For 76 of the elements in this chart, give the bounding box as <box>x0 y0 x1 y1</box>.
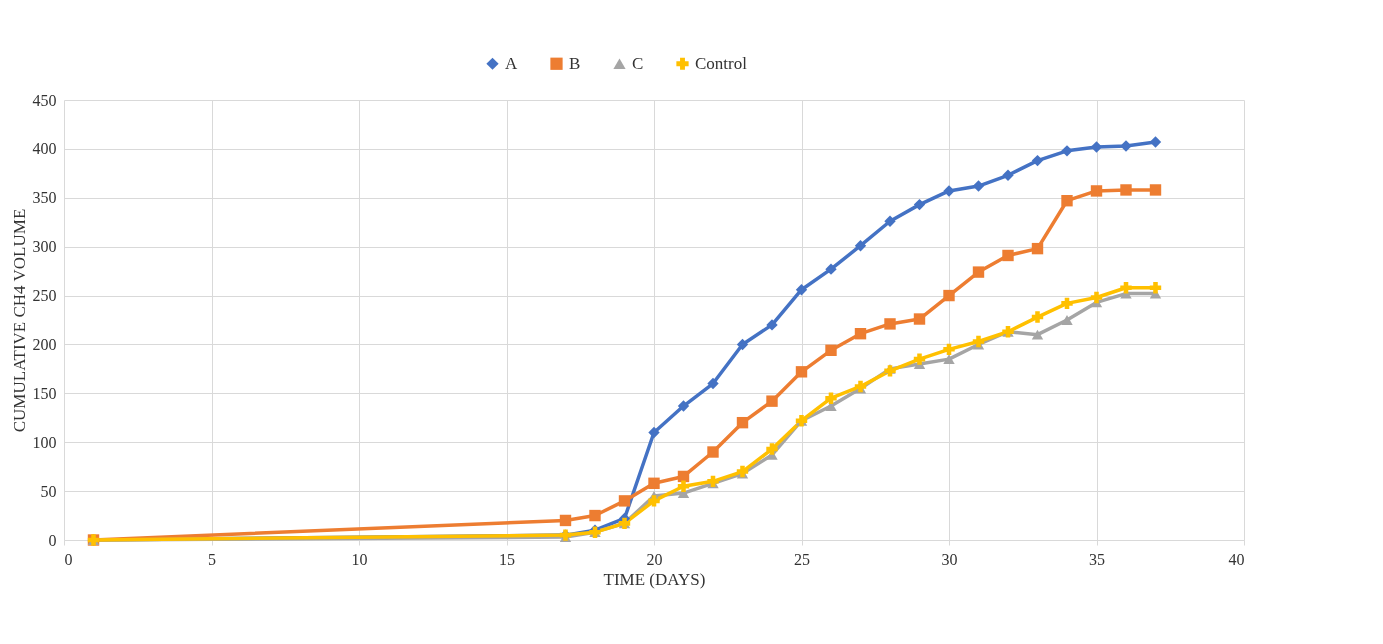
point <box>736 338 749 351</box>
x-tick-label: 25 <box>794 550 810 568</box>
y-tick-label: 0 <box>48 531 57 549</box>
x-tick-label: 30 <box>941 550 958 568</box>
point <box>972 266 985 278</box>
y-tick-label: 350 <box>32 189 57 207</box>
legend-label: Control <box>695 53 748 73</box>
point <box>913 353 926 365</box>
point <box>618 495 631 507</box>
point <box>795 366 808 378</box>
x-tick-label: 35 <box>1089 550 1105 568</box>
point <box>1090 291 1103 304</box>
y-tick-label: 200 <box>32 335 57 353</box>
point <box>736 416 749 429</box>
y-tick-label: 400 <box>32 140 57 158</box>
point <box>1061 315 1073 325</box>
y-tick-label: 450 <box>32 91 57 109</box>
point <box>943 185 955 197</box>
point <box>648 495 660 507</box>
point <box>648 426 660 439</box>
x-tick-label: 15 <box>499 550 515 568</box>
point <box>1149 282 1162 294</box>
point <box>854 327 867 340</box>
legend-label: B <box>569 53 581 73</box>
point <box>854 239 867 252</box>
legend-label: C <box>632 53 644 73</box>
x-tick-label: 10 <box>351 550 368 568</box>
point <box>1061 297 1073 310</box>
point <box>1002 249 1014 262</box>
point <box>884 318 896 330</box>
point <box>1149 184 1162 196</box>
x-tick-label: 5 <box>208 550 216 568</box>
point <box>707 446 719 458</box>
point <box>677 480 690 492</box>
x-tick-label: 20 <box>646 550 663 568</box>
y-tick-label: 150 <box>32 384 57 402</box>
point <box>884 215 896 227</box>
point <box>972 335 985 348</box>
y-tick-label: 300 <box>32 238 57 256</box>
point <box>795 283 808 296</box>
point <box>825 344 837 357</box>
point <box>1061 145 1073 157</box>
point <box>1120 140 1132 152</box>
point <box>707 377 719 390</box>
legend-label: A <box>505 53 518 73</box>
y-tick-label: 100 <box>32 433 57 451</box>
point <box>766 443 778 455</box>
x-tick-label: 0 <box>64 550 73 568</box>
point <box>913 313 926 325</box>
point <box>943 289 955 302</box>
point <box>943 354 955 365</box>
point <box>1031 329 1044 340</box>
point <box>943 343 955 356</box>
point <box>766 319 778 331</box>
y-axis-title: CUMULATIVE CH4 VOLUME <box>9 208 29 433</box>
point <box>1031 311 1044 323</box>
x-axis-title: TIME (DAYS) <box>603 569 706 589</box>
point <box>559 514 572 527</box>
point <box>1120 282 1132 294</box>
point <box>1002 169 1014 181</box>
point <box>1090 185 1103 197</box>
y-tick-label: 50 <box>40 482 57 500</box>
point <box>1120 184 1132 196</box>
point <box>766 395 778 407</box>
point <box>1031 242 1044 255</box>
point <box>677 400 690 412</box>
point <box>825 263 837 275</box>
y-tick-label: 250 <box>32 287 57 305</box>
x-tick-label: 40 <box>1228 550 1245 568</box>
point <box>1031 154 1044 167</box>
point <box>648 477 660 489</box>
point <box>1061 195 1073 207</box>
point <box>589 509 601 522</box>
point <box>825 392 837 404</box>
point <box>913 198 926 211</box>
point <box>972 180 985 192</box>
